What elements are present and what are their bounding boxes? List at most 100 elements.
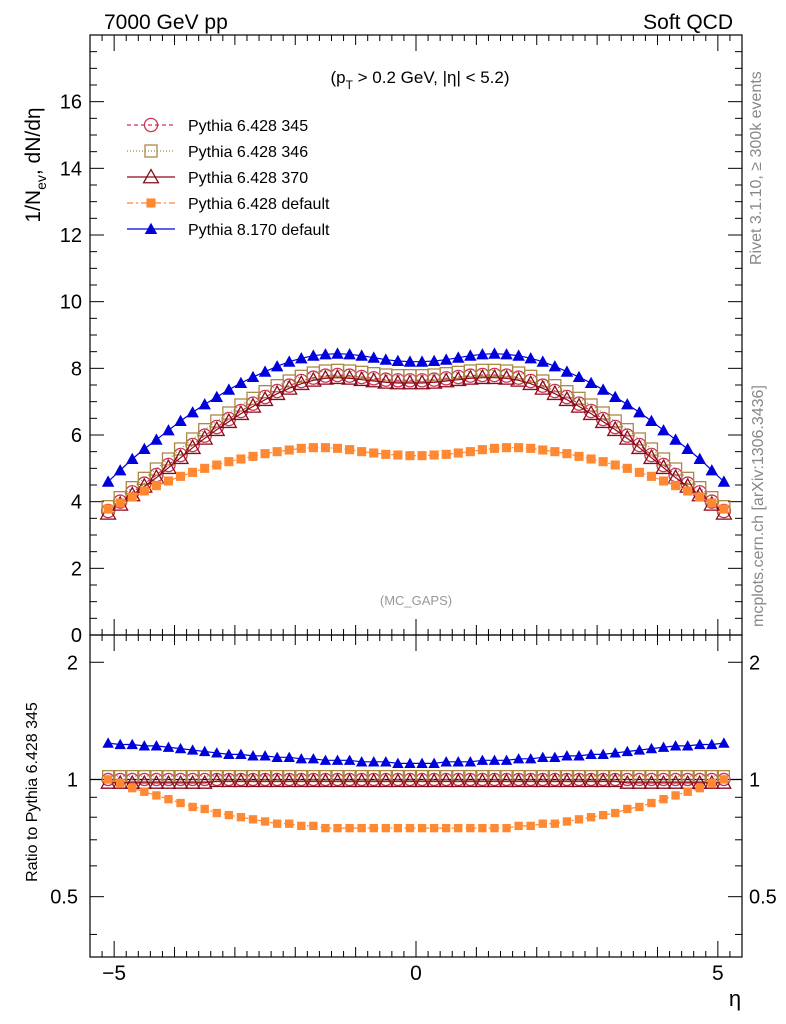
main-point — [632, 432, 647, 446]
ratio-point — [138, 769, 151, 783]
main-point — [246, 370, 260, 383]
main-point — [292, 374, 310, 391]
ratio-point — [442, 823, 451, 833]
ratio-point — [619, 774, 636, 789]
main-point — [476, 348, 489, 360]
ratio-point — [526, 821, 535, 831]
main-point — [630, 438, 648, 455]
main-point — [184, 438, 202, 455]
ratio-axes: 0.5 0.5 1 1 2 2 — [50, 652, 777, 935]
main-point — [707, 498, 717, 508]
ratio-point — [607, 773, 624, 788]
main-point — [272, 447, 282, 457]
main-point — [393, 450, 403, 460]
main-point — [163, 476, 174, 486]
ratio-point — [538, 819, 547, 828]
ratio-point — [172, 774, 189, 789]
main-point — [381, 449, 391, 459]
main-point — [439, 353, 453, 365]
ratio-point — [486, 773, 503, 788]
ratio-point — [549, 751, 561, 762]
ratio-point — [631, 774, 648, 789]
ratio-y-tick-label-right: 1 — [749, 769, 760, 791]
ratio-point — [514, 821, 523, 831]
ratio-point — [281, 773, 298, 788]
ratio-point — [353, 773, 370, 788]
ratio-point — [490, 823, 499, 833]
main-point — [319, 348, 332, 360]
ratio-point — [198, 745, 211, 757]
ratio-point — [377, 773, 394, 788]
ratio-point — [404, 757, 416, 768]
ratio-series-group — [100, 737, 732, 833]
ratio-point — [645, 769, 658, 783]
ratio-point — [152, 791, 161, 800]
ratio-point — [224, 810, 234, 820]
ratio-point — [381, 823, 390, 833]
ratio-point — [669, 769, 682, 783]
ratio-point — [402, 773, 418, 788]
legend-marker — [144, 222, 158, 235]
main-point — [173, 442, 188, 456]
ratio-point — [694, 738, 706, 750]
main-point — [620, 423, 634, 437]
ratio-point — [546, 773, 563, 788]
ratio-point — [671, 791, 680, 800]
main-point — [379, 353, 393, 365]
main-point — [200, 463, 210, 473]
main-point — [560, 365, 574, 377]
ratio-point — [695, 783, 704, 793]
ratio-point — [329, 773, 346, 788]
ratio-point — [707, 778, 716, 788]
main-y-tick-label: 16 — [60, 92, 82, 114]
main-point — [645, 414, 658, 427]
ratio-point — [162, 741, 175, 752]
ratio-point — [198, 769, 211, 783]
ratio-point — [365, 773, 382, 788]
ratio-point — [297, 821, 306, 831]
main-point — [210, 390, 224, 403]
ratio-point — [574, 815, 584, 824]
main-point — [449, 370, 467, 387]
main-point — [658, 476, 669, 486]
main-series-5 — [101, 347, 731, 487]
main-point — [161, 452, 176, 466]
ratio-point — [598, 810, 608, 820]
ratio-point — [681, 740, 694, 751]
main-point — [657, 424, 670, 436]
main-point — [669, 433, 682, 445]
main-point — [646, 471, 657, 481]
main-point — [115, 498, 125, 508]
header-left: 7000 GeV pp — [104, 11, 228, 34]
main-point — [427, 354, 441, 367]
main-point — [307, 349, 320, 361]
main-point — [596, 383, 610, 395]
main-y-tick-label: 10 — [60, 292, 82, 314]
main-point — [477, 445, 487, 455]
ratio-point — [247, 750, 259, 761]
main-point — [405, 451, 415, 461]
main-point — [268, 384, 286, 401]
main-point — [377, 373, 395, 389]
main-point — [656, 452, 671, 466]
main-point — [681, 442, 694, 455]
ratio-point — [657, 741, 670, 752]
ratio-point — [245, 773, 261, 788]
main-axes: 0 2 4 6 8 10 12 14 16 — [60, 51, 742, 647]
ratio-point — [683, 787, 692, 796]
main-point — [524, 352, 537, 364]
ratio-point — [534, 773, 551, 788]
main-point — [320, 443, 331, 453]
main-point — [642, 448, 660, 465]
ratio-point — [309, 821, 318, 831]
main-y-tick-label: 14 — [60, 158, 82, 180]
main-series-group — [99, 347, 733, 520]
ratio-point — [693, 769, 706, 783]
ratio-point — [184, 774, 201, 789]
watermark-label: (MC_GAPS) — [380, 593, 452, 608]
main-point — [461, 369, 479, 385]
ratio-point — [321, 823, 330, 833]
ratio-point — [561, 750, 573, 761]
main-point — [149, 462, 164, 476]
x-axis: −5 0 5 — [89, 35, 743, 985]
